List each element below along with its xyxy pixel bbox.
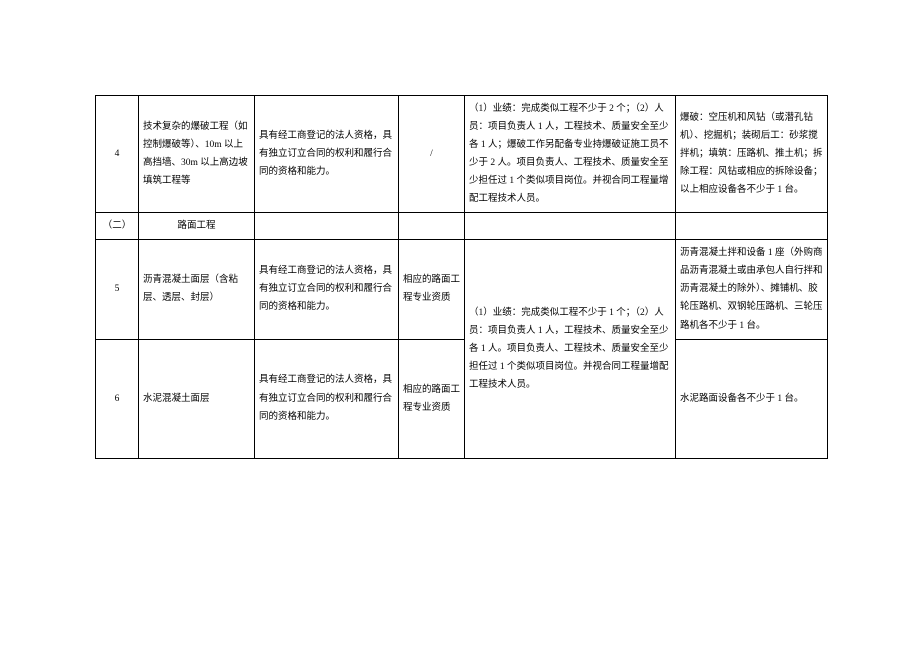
cell-section-num: （二）	[96, 213, 139, 240]
cell-proj: 技术复杂的爆破工程（如控制爆破等）、10m 以上高挡墙、30m 以上高边坡填筑工…	[139, 96, 255, 213]
cell-cert: 相应的路面工程专业资质	[399, 240, 465, 339]
cell-cert: /	[399, 96, 465, 213]
table-row: 5 沥青混凝土面层（含粘层、透层、封层） 具有经工商登记的法人资格，具有独立订立…	[96, 240, 828, 339]
cell-equip: 水泥路面设备各不少于 1 台。	[676, 339, 828, 458]
cell-empty	[255, 213, 399, 240]
cell-empty	[676, 213, 828, 240]
document-page: 4 技术复杂的爆破工程（如控制爆破等）、10m 以上高挡墙、30m 以上高边坡填…	[0, 0, 920, 459]
cell-proj: 沥青混凝土面层（含粘层、透层、封层）	[139, 240, 255, 339]
cell-perf-merged: （1）业绩：完成类似工程不少于 1 个；（2）人员：项目负责人 1 人，工程技术…	[465, 240, 676, 458]
table-row: 4 技术复杂的爆破工程（如控制爆破等）、10m 以上高挡墙、30m 以上高边坡填…	[96, 96, 828, 213]
cell-num: 6	[96, 339, 139, 458]
table-row: 6 水泥混凝土面层 具有经工商登记的法人资格，具有独立订立合同的权利和履行合同的…	[96, 339, 828, 458]
cell-qual: 具有经工商登记的法人资格，具有独立订立合同的权利和履行合同的资格和能力。	[255, 339, 399, 458]
cell-empty	[465, 213, 676, 240]
cell-proj: 水泥混凝土面层	[139, 339, 255, 458]
spec-table: 4 技术复杂的爆破工程（如控制爆破等）、10m 以上高挡墙、30m 以上高边坡填…	[95, 95, 828, 459]
cell-qual: 具有经工商登记的法人资格，具有独立订立合同的权利和履行合同的资格和能力。	[255, 96, 399, 213]
cell-num: 5	[96, 240, 139, 339]
cell-qual: 具有经工商登记的法人资格，具有独立订立合同的权利和履行合同的资格和能力。	[255, 240, 399, 339]
cell-cert: 相应的路面工程专业资质	[399, 339, 465, 458]
cell-empty	[399, 213, 465, 240]
table-row-section: （二） 路面工程	[96, 213, 828, 240]
cell-perf: （1）业绩：完成类似工程不少于 2 个；（2）人员：项目负责人 1 人，工程技术…	[465, 96, 676, 213]
cell-equip: 沥青混凝土拌和设备 1 座（外购商品沥青混凝土或由承包人自行拌和沥青混凝土的除外…	[676, 240, 828, 339]
cell-num: 4	[96, 96, 139, 213]
cell-section-title: 路面工程	[139, 213, 255, 240]
cell-equip: 爆破：空压机和风钻（或潜孔钻机）、挖掘机；装砌后工：砂浆搅拌机；填筑：压路机、推…	[676, 96, 828, 213]
